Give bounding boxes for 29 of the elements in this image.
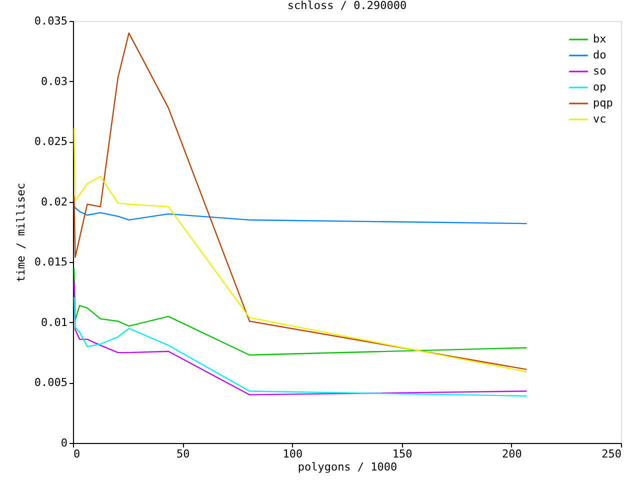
line-series <box>73 204 528 224</box>
x-tick-label: 50 <box>176 448 190 460</box>
chart-title: schloss / 0.290000 <box>287 0 407 12</box>
x-tick-label: 100 <box>282 448 303 460</box>
y-tick-label: 0.02 <box>41 195 68 208</box>
y-tick-label: 0.01 <box>41 316 68 329</box>
legend-label: op <box>593 80 606 94</box>
x-tick-label: 150 <box>392 448 412 460</box>
legend-label: bx <box>593 32 607 46</box>
legend-label: do <box>593 48 606 62</box>
y-tick-label: 0.035 <box>34 14 68 28</box>
line-series <box>73 280 528 396</box>
y-tick-label: 0 <box>60 436 68 450</box>
x-tick-label: 0 <box>74 448 80 460</box>
x-tick-label: 250 <box>602 448 622 460</box>
y-tick-label: 0.025 <box>34 135 68 148</box>
legend-label: pqp <box>593 96 613 110</box>
line-series <box>73 296 528 397</box>
legend-label: vc <box>593 112 606 126</box>
legend-label: so <box>593 64 606 78</box>
x-axis-title: polygons / 1000 <box>298 460 398 474</box>
y-tick-label: 0.03 <box>41 74 68 88</box>
y-axis-title: time / millisec <box>14 182 28 282</box>
y-tick-label: 0.015 <box>34 256 68 269</box>
line-series <box>73 268 528 356</box>
line-series <box>73 32 528 370</box>
line-series <box>73 128 528 372</box>
x-tick-label: 200 <box>502 448 522 460</box>
y-tick-label: 0.005 <box>34 376 68 390</box>
